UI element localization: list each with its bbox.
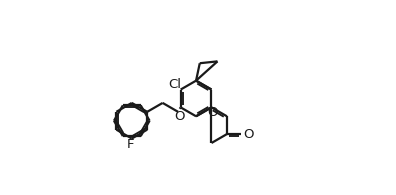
Text: Cl: Cl [168, 78, 181, 91]
Text: O: O [207, 106, 217, 119]
Text: O: O [174, 110, 184, 123]
Text: F: F [126, 138, 134, 151]
Text: O: O [244, 128, 254, 141]
